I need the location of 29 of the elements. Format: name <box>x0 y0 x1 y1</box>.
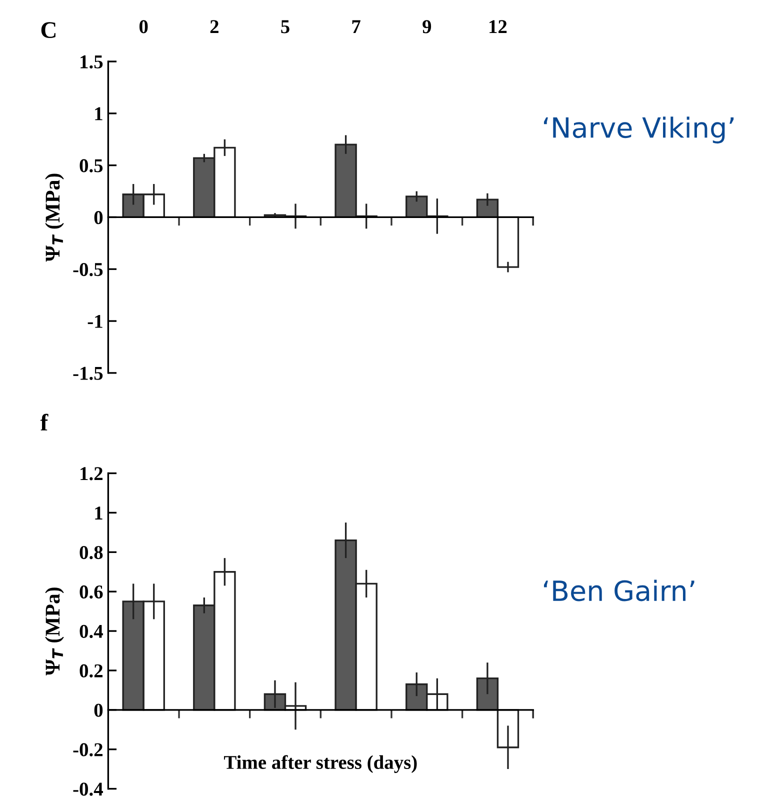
y-tick-label: 0.8 <box>80 546 103 560</box>
x-axis-title: Time after stress (days) <box>224 755 417 773</box>
x-tick-label: 2 <box>210 20 218 34</box>
y-tick-label: 1.2 <box>80 467 102 480</box>
y-tick-label: -1 <box>88 314 102 328</box>
x-tick-label: 7 <box>352 20 360 34</box>
y-tick-label: -1.5 <box>73 366 103 380</box>
y-tick-label: 0.4 <box>80 624 103 638</box>
chart-title: C <box>41 22 56 38</box>
y-axis-title: Ψ$_{T}$ (MPa) <box>45 174 64 262</box>
y-tick-label: 1.5 <box>80 55 103 69</box>
y-tick-label: -0.5 <box>73 262 103 276</box>
chart-title: f <box>40 414 48 430</box>
y-tick-label: -0.4 <box>73 782 103 796</box>
y-tick-label: 0.2 <box>80 664 102 678</box>
y-tick-label: 0 <box>94 704 103 717</box>
y-tick-label: 1 <box>95 506 102 520</box>
y-tick-label: 0 <box>94 211 103 224</box>
x-tick-label: 9 <box>422 20 432 34</box>
text: ‘Narve Viking’ <box>544 116 734 144</box>
y-axis-title: Ψ$_{T}$ (MPa) <box>45 588 64 676</box>
y-tick-label: 0.6 <box>80 585 103 599</box>
x-tick-label: 5 <box>281 20 290 34</box>
x-tick-label: 0 <box>139 20 148 34</box>
text: ‘Ben Gairn’ <box>544 580 694 602</box>
y-tick-label: 1 <box>95 107 102 120</box>
y-tick-label: -0.2 <box>73 743 102 756</box>
x-tick-label: 12 <box>490 20 507 34</box>
y-tick-label: 0.5 <box>80 159 103 172</box>
